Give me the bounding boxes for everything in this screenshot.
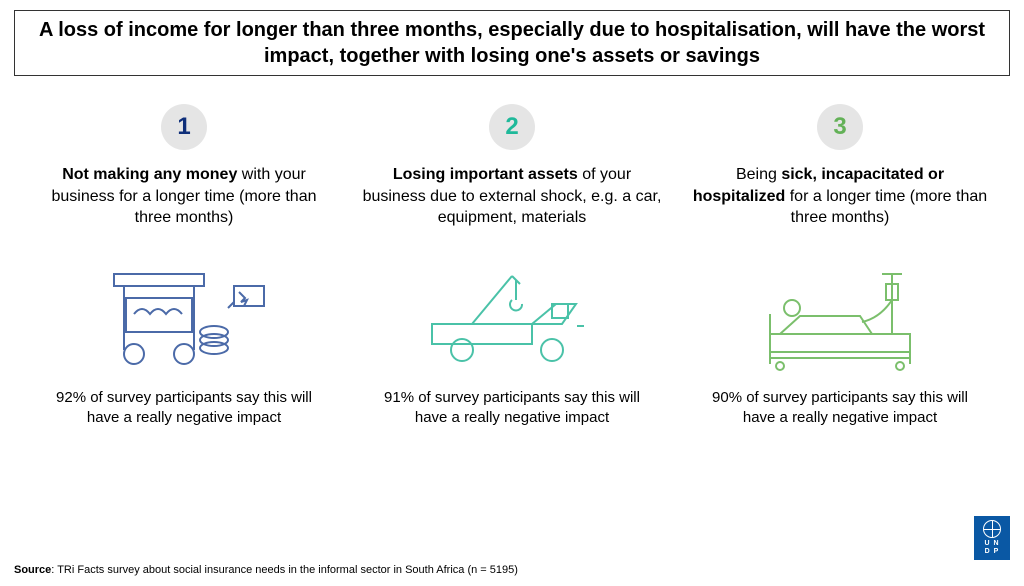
- column-2: 2 Losing important assets of your busine…: [362, 104, 662, 427]
- stat-1: 92% of survey participants say this will…: [34, 388, 334, 427]
- rank-badge-2: 2: [489, 104, 535, 150]
- source-note: Source: TRi Facts survey about social in…: [14, 564, 518, 576]
- description-2: Losing important assets of your business…: [362, 164, 662, 236]
- undp-text-1: U N: [984, 540, 999, 548]
- undp-logo: U N D P: [974, 516, 1010, 560]
- stat-3-pct: 90%: [712, 389, 742, 406]
- description-1: Not making any money with your business …: [34, 164, 334, 236]
- illustration-2: [412, 254, 612, 374]
- columns-container: 1 Not making any money with your busines…: [0, 104, 1024, 427]
- stat-3-rest: of survey participants say this will hav…: [742, 389, 968, 426]
- source-text: : TRi Facts survey about social insuranc…: [51, 564, 518, 576]
- source-label: Source: [14, 564, 51, 576]
- illustration-3: [740, 254, 940, 374]
- stat-1-rest: of survey participants say this will hav…: [86, 389, 312, 426]
- undp-text-2: D P: [985, 548, 1000, 556]
- tow-truck-icon: [412, 254, 612, 374]
- page-title: A loss of income for longer than three m…: [14, 10, 1010, 76]
- column-3: 3 Being sick, incapacitated or hospitali…: [690, 104, 990, 427]
- stat-2-pct: 91%: [384, 389, 414, 406]
- illustration-1: [84, 254, 284, 374]
- rank-badge-1: 1: [161, 104, 207, 150]
- desc-2-lead: Losing important assets: [393, 166, 578, 183]
- stat-2: 91% of survey participants say this will…: [362, 388, 662, 427]
- vendor-cart-icon: [84, 254, 284, 374]
- rank-badge-3: 3: [817, 104, 863, 150]
- hospital-bed-icon: [740, 254, 940, 374]
- desc-1-lead: Not making any money: [62, 166, 237, 183]
- desc-3-rest: for a longer time (more than three month…: [785, 188, 987, 227]
- column-1: 1 Not making any money with your busines…: [34, 104, 334, 427]
- stat-1-pct: 92%: [56, 389, 86, 406]
- stat-3: 90% of survey participants say this will…: [690, 388, 990, 427]
- desc-3-pre: Being: [736, 166, 781, 183]
- globe-icon: [983, 520, 1001, 538]
- stat-2-rest: of survey participants say this will hav…: [414, 389, 640, 426]
- description-3: Being sick, incapacitated or hospitalize…: [690, 164, 990, 236]
